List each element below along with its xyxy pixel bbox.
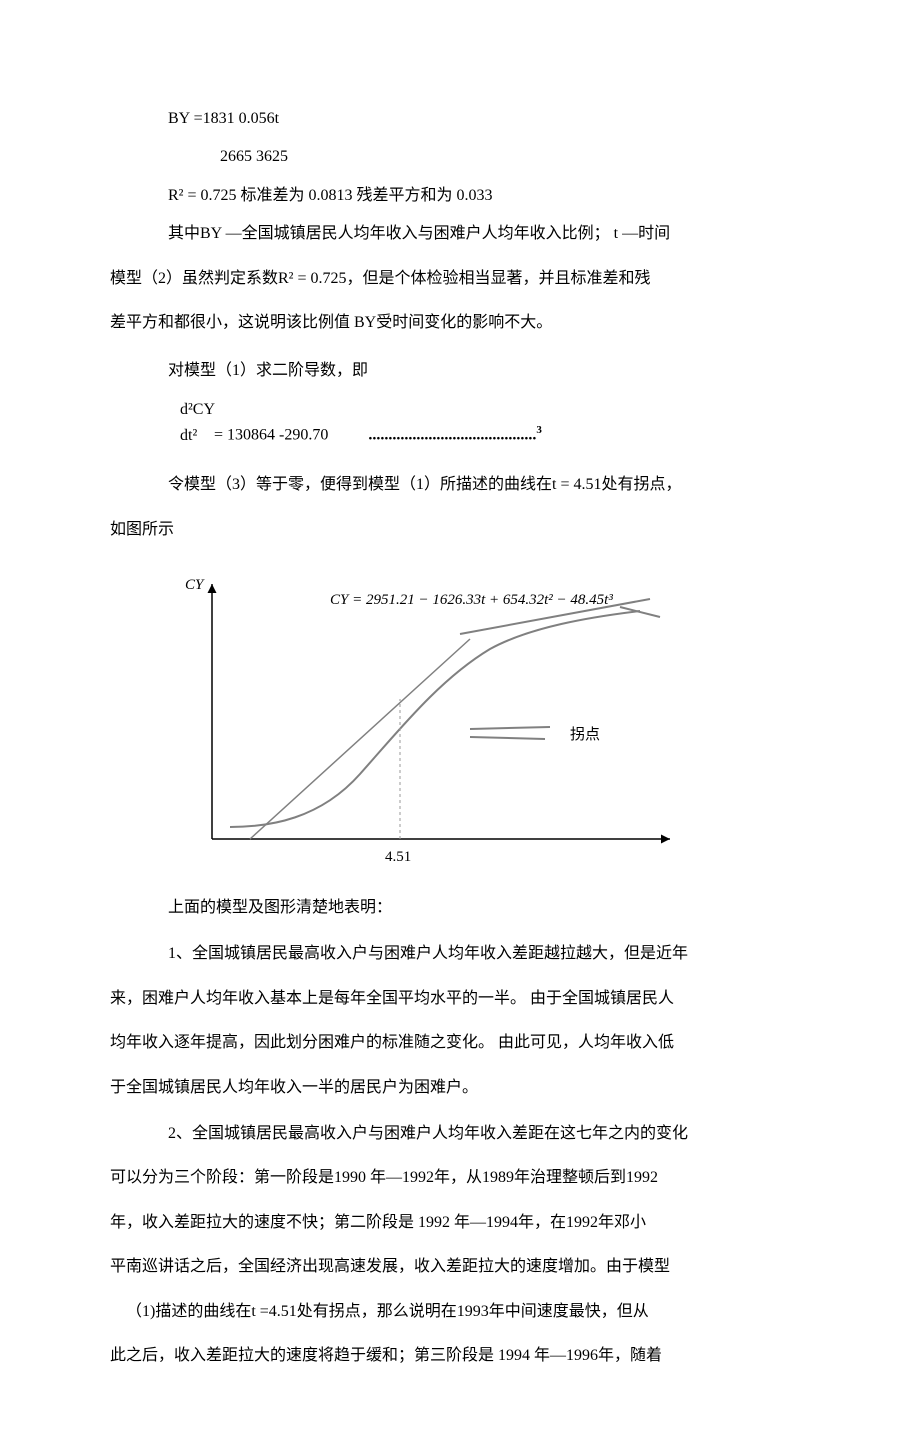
- point2-c: 年，收入差距拉大的速度不快；第二阶段是 1992 年—1994年，在1992年邓…: [110, 1204, 810, 1242]
- derivative-numerator: d²CY: [180, 397, 810, 423]
- point1-b: 来，困难户人均年收入基本上是每年全国平均水平的一半。 由于全国城镇居民人: [110, 980, 810, 1018]
- svg-text:CY: CY: [185, 577, 205, 593]
- svg-text:拐点: 拐点: [570, 726, 600, 743]
- point2-d: 平南巡讲话之后，全国经济出现高速发展，收入差距拉大的速度增加。由于模型: [110, 1248, 810, 1286]
- point1-a: 1、全国城镇居民最高收入户与困难户人均年收入差距越拉越大，但是近年: [110, 935, 810, 973]
- equation2-line1: BY =1831 0.056t: [110, 100, 810, 138]
- paragraph-model2-a: 模型（2）虽然判定系数R² = 0.725，但是个体检验相当显著，并且标准差和残: [110, 260, 810, 298]
- point2-e: （1)描述的曲线在t =4.51处有拐点，那么说明在1993年中间速度最快，但从: [110, 1293, 810, 1331]
- derivative-denominator: dt²: [180, 423, 210, 449]
- point1-d: 于全国城镇居民人均年收入一半的居民户为困难户。: [110, 1069, 810, 1107]
- inflection-chart: CY CY = 2951.21 − 1626.33t + 654.32t² − 4…: [170, 569, 690, 879]
- equation2-stats: R² = 0.725 标准差为 0.0813 残差平方和为 0.033: [110, 177, 810, 215]
- derivative-intro: 对模型（1）求二阶导数，即: [110, 352, 810, 390]
- derivative-dots: ........................................…: [368, 427, 536, 444]
- paragraph-model2-b: 差平方和都很小，这说明该比例值 BY受时间变化的影响不大。: [110, 304, 810, 342]
- after-chart-text: 上面的模型及图形清楚地表明：: [110, 889, 810, 927]
- paragraph-inflection-a: 令模型（3）等于零，便得到模型（1）所描述的曲线在t = 4.51处有拐点，: [110, 466, 810, 504]
- paragraph-inflection-b: 如图所示: [110, 511, 810, 549]
- svg-text:CY = 2951.21 − 1626.33t + 654.: CY = 2951.21 − 1626.33t + 654.32t² − 48.…: [330, 592, 613, 608]
- point1-c: 均年收入逐年提高，因此划分困难户的标准随之变化。 由此可见，人均年收入低: [110, 1024, 810, 1062]
- point2-a: 2、全国城镇居民最高收入户与困难户人均年收入差距在这七年之内的变化: [110, 1115, 810, 1153]
- derivative-value: = 130864 -290.70: [210, 427, 328, 444]
- derivative-formula: d²CY dt² = 130864 -290.70...............…: [110, 397, 810, 449]
- equation2-line2: 2665 3625: [110, 138, 810, 176]
- point2-b: 可以分为三个阶段：第一阶段是1990 年—1992年，从1989年治理整顿后到1…: [110, 1159, 810, 1197]
- svg-text:4.51: 4.51: [385, 849, 411, 865]
- equation2-where: 其中BY —全国城镇居民人均年收入与困难户人均年收入比例； t —时间: [110, 215, 810, 253]
- point2-f: 此之后，收入差距拉大的速度将趋于缓和；第三阶段是 1994 年—1996年，随着: [110, 1337, 810, 1375]
- derivative-eqnum: 3: [536, 424, 542, 436]
- chart-container: CY CY = 2951.21 − 1626.33t + 654.32t² − 4…: [170, 569, 810, 879]
